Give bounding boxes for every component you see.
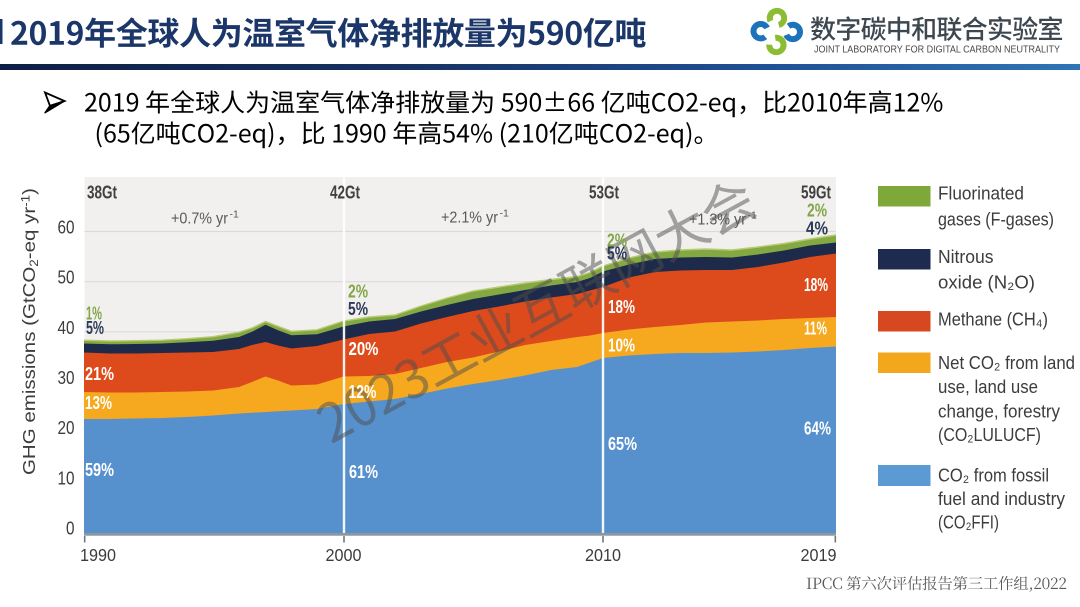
svg-text:30: 30 <box>58 368 75 388</box>
svg-text:42Gt: 42Gt <box>330 183 360 203</box>
svg-text:+1.3% yr: +1.3% yr <box>689 212 747 229</box>
svg-text:JOINT LABORATORY FOR DIGITAL C: JOINT LABORATORY FOR DIGITAL CARBON NEUT… <box>814 45 1060 56</box>
svg-text:CO₂ from fossil: CO₂ from fossil <box>938 465 1049 486</box>
svg-text:use, land use: use, land use <box>938 376 1038 397</box>
svg-text:-1: -1 <box>500 207 509 219</box>
svg-text:+0.7% yr: +0.7% yr <box>171 211 229 228</box>
svg-text:2010: 2010 <box>585 545 621 565</box>
svg-text:11%: 11% <box>804 319 827 339</box>
svg-text:18%: 18% <box>608 297 635 317</box>
svg-text:50: 50 <box>58 268 75 288</box>
svg-text:21%: 21% <box>85 364 114 384</box>
svg-text:Net CO₂ from land: Net CO₂ from land <box>938 352 1075 373</box>
svg-text:gases (F-gases): gases (F-gases) <box>938 209 1054 230</box>
svg-text:10%: 10% <box>608 336 635 356</box>
svg-text:38Gt: 38Gt <box>87 183 117 203</box>
svg-text:4%: 4% <box>806 219 828 239</box>
svg-text:+2.1% yr: +2.1% yr <box>441 209 499 226</box>
svg-text:59%: 59% <box>85 460 114 480</box>
svg-text:10: 10 <box>58 468 75 488</box>
svg-text:2%: 2% <box>607 231 627 251</box>
svg-text:5%: 5% <box>86 318 104 338</box>
svg-text:5%: 5% <box>607 244 627 264</box>
svg-text:20%: 20% <box>349 339 379 359</box>
svg-text:-1: -1 <box>748 210 757 222</box>
svg-text:53Gt: 53Gt <box>589 183 619 203</box>
svg-text:0: 0 <box>66 519 75 539</box>
svg-text:20: 20 <box>58 418 75 438</box>
svg-text:12%: 12% <box>349 382 377 402</box>
svg-text:13%: 13% <box>85 393 112 413</box>
svg-text:40: 40 <box>58 318 75 338</box>
svg-text:Methane (CH₄): Methane (CH₄) <box>938 309 1048 330</box>
svg-text:61%: 61% <box>349 462 378 482</box>
svg-text:2%: 2% <box>807 201 827 221</box>
svg-text:59Gt: 59Gt <box>801 183 831 203</box>
svg-text:(CO₂LULUCF): (CO₂LULUCF) <box>938 424 1041 445</box>
svg-text:2%: 2% <box>348 282 368 302</box>
svg-text:1%: 1% <box>86 304 102 324</box>
svg-text:Nitrous: Nitrous <box>938 246 994 267</box>
svg-text:64%: 64% <box>804 419 831 439</box>
svg-text:18%: 18% <box>804 275 828 295</box>
svg-text:1990: 1990 <box>80 545 116 565</box>
svg-text:oxide (N₂O): oxide (N₂O) <box>938 272 1035 293</box>
svg-text:2000: 2000 <box>326 545 362 565</box>
svg-text:fuel and industry: fuel and industry <box>938 488 1066 509</box>
svg-text:-1: -1 <box>230 209 239 221</box>
svg-text:2019: 2019 <box>801 545 837 565</box>
svg-text:5%: 5% <box>348 299 368 319</box>
svg-text:change, forestry: change, forestry <box>938 401 1061 422</box>
svg-text:Fluorinated: Fluorinated <box>938 183 1024 204</box>
svg-text:GHG emissions (GtCO2-eq yr-1): GHG emissions (GtCO2-eq yr-1) <box>19 188 41 475</box>
svg-text:60: 60 <box>58 218 75 238</box>
svg-text:65%: 65% <box>608 434 637 454</box>
svg-text:(CO₂FFI): (CO₂FFI) <box>938 512 999 533</box>
